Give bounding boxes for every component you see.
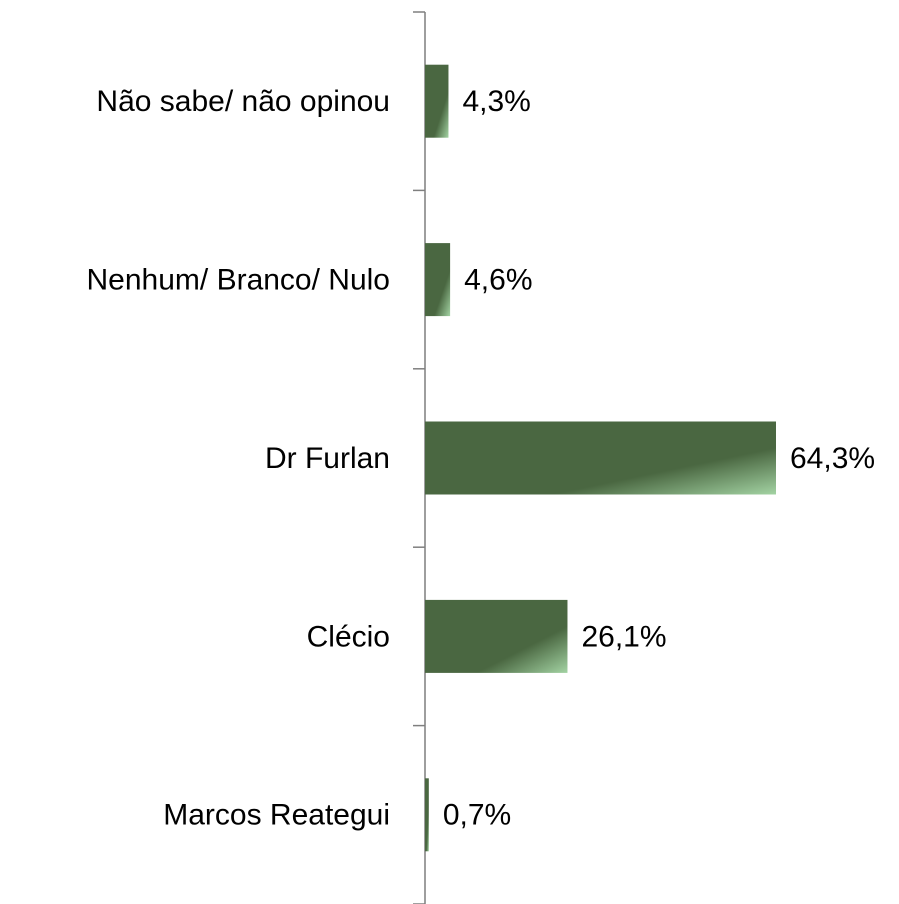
- bar: [425, 599, 568, 673]
- category-label: Não sabe/ não opinou: [96, 85, 390, 118]
- category-label: Clécio: [307, 620, 390, 653]
- value-label: 4,6%: [464, 264, 532, 297]
- bar: [425, 421, 776, 495]
- category-label: Dr Furlan: [265, 442, 390, 475]
- category-label: Marcos Reategui: [163, 799, 390, 832]
- value-label: 64,3%: [790, 442, 875, 475]
- category-label: Nenhum/ Branco/ Nulo: [87, 264, 391, 297]
- value-label: 4,3%: [462, 85, 530, 118]
- bar: [425, 64, 449, 138]
- bar: [425, 243, 451, 317]
- value-label: 0,7%: [443, 799, 511, 832]
- value-label: 26,1%: [581, 620, 666, 653]
- bar: [425, 778, 429, 852]
